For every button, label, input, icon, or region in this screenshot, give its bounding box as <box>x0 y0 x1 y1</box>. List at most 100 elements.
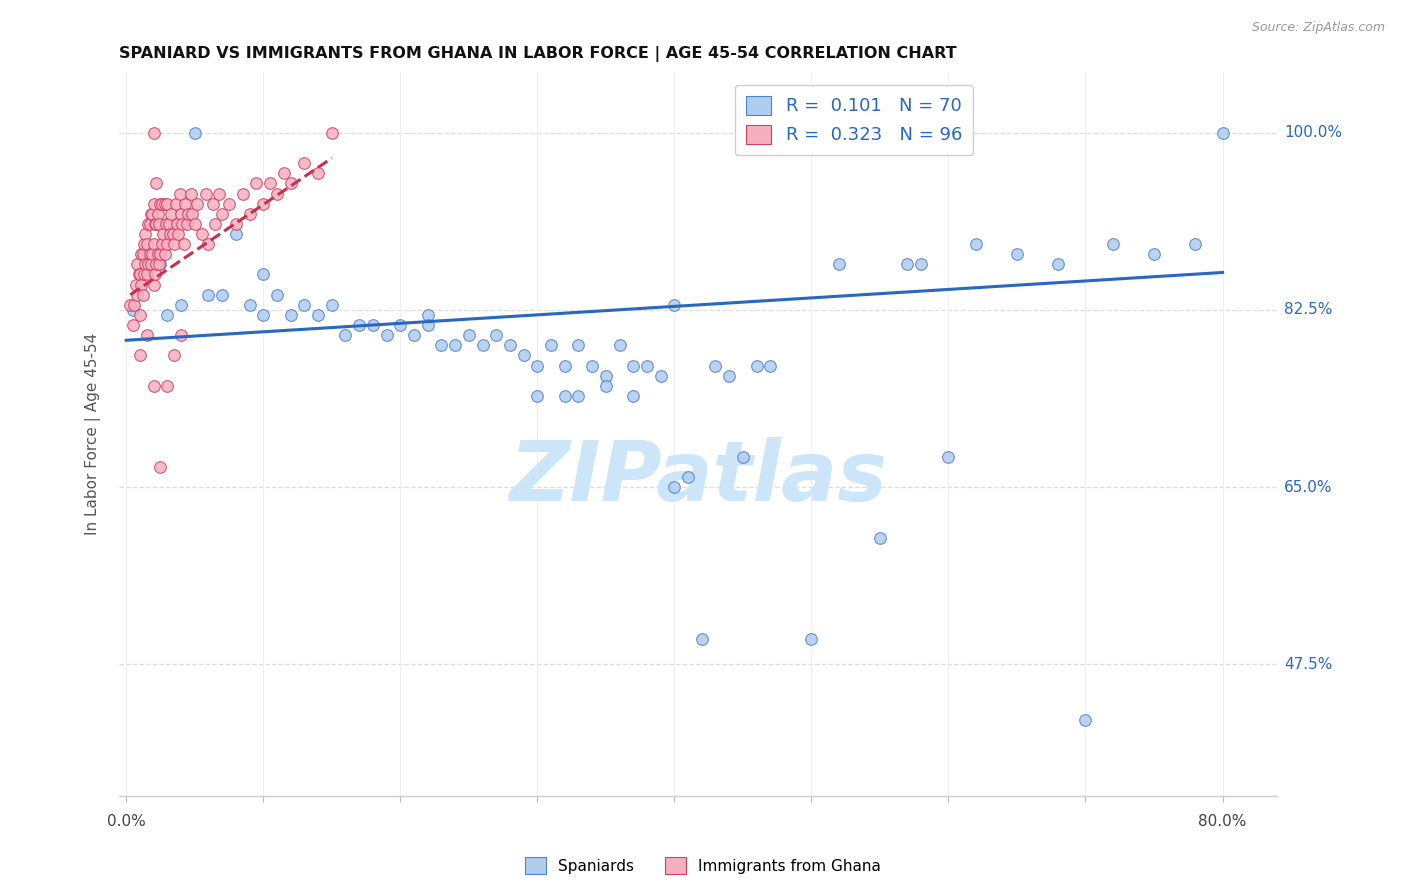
Point <box>153 247 176 261</box>
Point <box>149 459 172 474</box>
Text: SPANIARD VS IMMIGRANTS FROM GHANA IN LABOR FORCE | AGE 45-54 CORRELATION CHART: SPANIARD VS IMMIGRANTS FROM GHANA IN LAB… <box>120 46 957 62</box>
Legend: R =  0.101   N = 70, R =  0.323   N = 96: R = 0.101 N = 70, R = 0.323 N = 96 <box>735 85 973 155</box>
Point <box>136 257 159 271</box>
Point <box>142 277 165 292</box>
Point <box>321 126 343 140</box>
Point <box>581 359 603 373</box>
Point <box>139 207 162 221</box>
Point <box>134 257 156 271</box>
Point <box>152 227 174 241</box>
Point <box>280 308 302 322</box>
Point <box>163 348 186 362</box>
Point <box>965 237 987 252</box>
Point <box>1143 247 1166 261</box>
Point <box>135 328 157 343</box>
Point <box>183 126 205 140</box>
Point <box>142 379 165 393</box>
Text: 82.5%: 82.5% <box>1284 302 1333 318</box>
Point <box>142 126 165 140</box>
Point <box>676 470 699 484</box>
Point <box>307 166 329 180</box>
Point <box>245 177 267 191</box>
Point <box>621 359 644 373</box>
Point <box>122 302 145 317</box>
Point <box>512 348 534 362</box>
Point <box>471 338 494 352</box>
Point <box>124 298 146 312</box>
Point <box>910 257 932 271</box>
Point <box>540 338 562 352</box>
Point <box>595 379 617 393</box>
Point <box>159 227 181 241</box>
Point <box>485 328 508 343</box>
Point <box>526 359 548 373</box>
Point <box>896 257 918 271</box>
Point <box>143 268 166 282</box>
Point <box>156 379 179 393</box>
Point <box>141 247 163 261</box>
Point <box>156 196 179 211</box>
Point <box>165 196 187 211</box>
Point <box>609 338 631 352</box>
Point <box>218 196 240 211</box>
Point <box>266 287 288 301</box>
Point <box>135 268 157 282</box>
Point <box>225 217 247 231</box>
Point <box>170 207 193 221</box>
Point <box>181 207 204 221</box>
Point <box>190 227 212 241</box>
Text: 65.0%: 65.0% <box>1284 480 1333 494</box>
Point <box>273 166 295 180</box>
Point <box>129 308 152 322</box>
Point <box>183 217 205 231</box>
Point <box>554 359 576 373</box>
Point <box>157 217 180 231</box>
Point <box>131 287 153 301</box>
Point <box>869 531 891 545</box>
Point <box>208 186 231 201</box>
Point <box>180 186 202 201</box>
Point <box>266 186 288 201</box>
Point <box>238 298 260 312</box>
Point <box>129 277 152 292</box>
Point <box>128 268 150 282</box>
Point <box>139 257 162 271</box>
Point <box>131 247 153 261</box>
Point <box>135 237 157 252</box>
Point <box>149 247 172 261</box>
Point <box>759 359 782 373</box>
Point <box>141 207 163 221</box>
Point <box>416 308 439 322</box>
Point <box>176 217 198 231</box>
Point <box>166 217 188 231</box>
Point <box>150 237 173 252</box>
Point <box>347 318 370 332</box>
Text: 80.0%: 80.0% <box>1198 814 1247 829</box>
Point <box>138 247 160 261</box>
Point <box>138 217 160 231</box>
Point <box>526 389 548 403</box>
Point <box>361 318 384 332</box>
Point <box>127 257 149 271</box>
Point <box>321 298 343 312</box>
Point <box>145 257 167 271</box>
Point <box>292 156 315 170</box>
Point <box>402 328 425 343</box>
Point <box>127 287 149 301</box>
Text: 0.0%: 0.0% <box>107 814 146 829</box>
Point <box>174 196 197 211</box>
Point <box>148 217 170 231</box>
Point <box>745 359 768 373</box>
Point <box>146 207 169 221</box>
Point <box>134 227 156 241</box>
Point <box>132 237 155 252</box>
Point <box>129 268 152 282</box>
Point <box>156 237 179 252</box>
Point <box>172 217 194 231</box>
Point <box>142 247 165 261</box>
Point <box>1184 237 1206 252</box>
Point <box>1212 126 1234 140</box>
Point <box>650 368 672 383</box>
Text: Source: ZipAtlas.com: Source: ZipAtlas.com <box>1251 21 1385 34</box>
Point <box>595 368 617 383</box>
